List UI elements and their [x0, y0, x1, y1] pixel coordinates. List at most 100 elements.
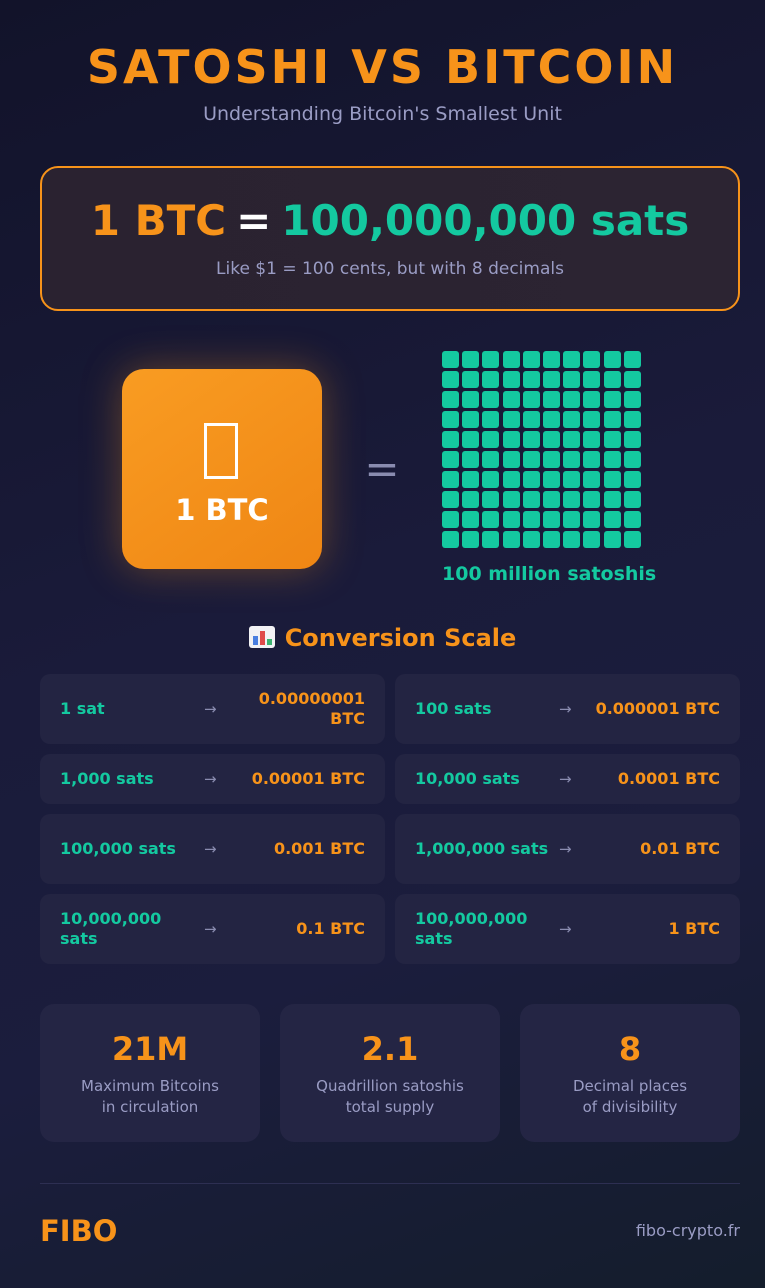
satoshi-square: [442, 391, 459, 408]
footer-site-link[interactable]: fibo-crypto.fr: [635, 1221, 740, 1240]
satoshi-square: [442, 511, 459, 528]
arrow-right-icon: →: [204, 840, 217, 858]
satoshi-square: [482, 531, 500, 548]
stat-card-max-supply: 21M Maximum Bitcoins in circulation: [40, 1004, 260, 1142]
satoshi-square: [462, 411, 480, 428]
satoshi-square: [502, 491, 520, 508]
conversion-row: 100 sats → 0.000001 BTC: [395, 674, 740, 744]
satoshi-square: [522, 431, 540, 448]
satoshi-square: [583, 511, 601, 528]
conversion-sats: 100,000 sats: [60, 839, 176, 858]
conversion-row: 100,000,000 sats → 1 BTC: [395, 894, 740, 964]
satoshi-square: [583, 431, 601, 448]
satoshi-square: [462, 511, 480, 528]
conversion-row: 10,000,000 sats → 0.1 BTC: [40, 894, 385, 964]
satoshi-square: [482, 511, 500, 528]
arrow-right-icon: →: [204, 920, 217, 938]
stat-desc-line: in circulation: [101, 1098, 199, 1116]
conversion-title: Conversion Scale: [0, 624, 765, 652]
satoshi-square: [543, 431, 560, 448]
bitcoin-coin-card: 1 BTC: [122, 369, 322, 569]
arrow-right-icon: →: [559, 700, 572, 718]
footer-divider: [40, 1183, 740, 1184]
satoshi-square: [482, 471, 500, 488]
stat-value: 21M: [111, 1030, 189, 1068]
satoshi-square: [543, 451, 560, 468]
satoshi-square: [583, 411, 601, 428]
conversion-sats: 10,000 sats: [415, 769, 520, 788]
stat-description: Maximum Bitcoins in circulation: [40, 1076, 260, 1118]
conversion-sats: 1,000 sats: [60, 769, 154, 788]
satoshi-square: [603, 531, 621, 548]
satoshi-square: [522, 371, 540, 388]
satoshi-square: [482, 351, 500, 368]
satoshi-square: [603, 431, 621, 448]
satoshi-square: [563, 451, 581, 468]
satoshi-square: [623, 451, 641, 468]
satoshi-square: [522, 351, 540, 368]
satoshi-square: [482, 371, 500, 388]
stat-desc-line: Quadrillion satoshis: [316, 1077, 464, 1095]
arrow-right-icon: →: [559, 840, 572, 858]
conversion-sats: 1,000,000 sats: [415, 839, 549, 858]
conversion-row: 10,000 sats → 0.0001 BTC: [395, 754, 740, 804]
satoshi-grid: [442, 351, 642, 548]
satoshi-square: [442, 451, 459, 468]
satoshi-square: [603, 351, 621, 368]
satoshi-square: [522, 531, 540, 548]
stat-card-total-sats: 2.1 Quadrillion satoshis total supply: [280, 1004, 500, 1142]
satoshi-square: [482, 491, 500, 508]
satoshi-square: [482, 391, 500, 408]
hero-note: Like $1 = 100 cents, but with 8 decimals: [216, 259, 564, 279]
satoshi-square: [502, 411, 520, 428]
stat-card-decimals: 8 Decimal places of divisibility: [520, 1004, 740, 1142]
satoshi-square: [502, 451, 520, 468]
satoshi-square: [522, 491, 540, 508]
conversion-row: 1,000 sats → 0.00001 BTC: [40, 754, 385, 804]
satoshi-square: [482, 411, 500, 428]
satoshi-square: [442, 491, 459, 508]
satoshi-square: [502, 471, 520, 488]
satoshi-square: [543, 471, 560, 488]
satoshi-square: [522, 471, 540, 488]
satoshi-square: [442, 471, 459, 488]
satoshi-square: [442, 351, 459, 368]
satoshi-square: [522, 411, 540, 428]
satoshi-square: [462, 371, 480, 388]
conversion-row: 1,000,000 sats → 0.01 BTC: [395, 814, 740, 884]
satoshi-square: [583, 351, 601, 368]
arrow-right-icon: →: [204, 770, 217, 788]
equals-sign: =: [364, 444, 400, 493]
satoshi-square: [543, 531, 560, 548]
stat-desc-line: Maximum Bitcoins: [81, 1077, 219, 1095]
satoshi-square: [583, 531, 601, 548]
stat-description: Quadrillion satoshis total supply: [280, 1076, 500, 1118]
satoshi-square: [442, 411, 459, 428]
satoshi-square: [563, 411, 581, 428]
stat-value: 8: [618, 1030, 642, 1068]
satoshi-square: [482, 431, 500, 448]
satoshi-square: [563, 431, 581, 448]
conversion-sats: 100 sats: [415, 699, 492, 718]
satoshi-square: [563, 511, 581, 528]
satoshi-square: [603, 411, 621, 428]
satoshi-square: [603, 391, 621, 408]
conversion-row: 100,000 sats → 0.001 BTC: [40, 814, 385, 884]
conversion-row: 1 sat → 0.00000001 BTC: [40, 674, 385, 744]
satoshi-square: [563, 491, 581, 508]
satoshi-square: [442, 431, 459, 448]
satoshi-square: [583, 471, 601, 488]
conversion-btc: 0.001 BTC: [273, 839, 365, 858]
conversion-btc: 0.0001 BTC: [617, 769, 720, 788]
hero-sats: 100,000,000 sats: [281, 196, 690, 245]
footer-brand: FIBO: [40, 1214, 118, 1248]
conversion-btc: 0.000001 BTC: [595, 699, 720, 718]
coin-label: 1 BTC: [175, 493, 269, 527]
satoshi-square: [583, 451, 601, 468]
satoshi-square: [623, 371, 641, 388]
arrow-right-icon: →: [559, 920, 572, 938]
satoshi-square: [482, 451, 500, 468]
satoshi-square: [623, 531, 641, 548]
satoshi-square: [502, 511, 520, 528]
satoshi-square: [623, 351, 641, 368]
